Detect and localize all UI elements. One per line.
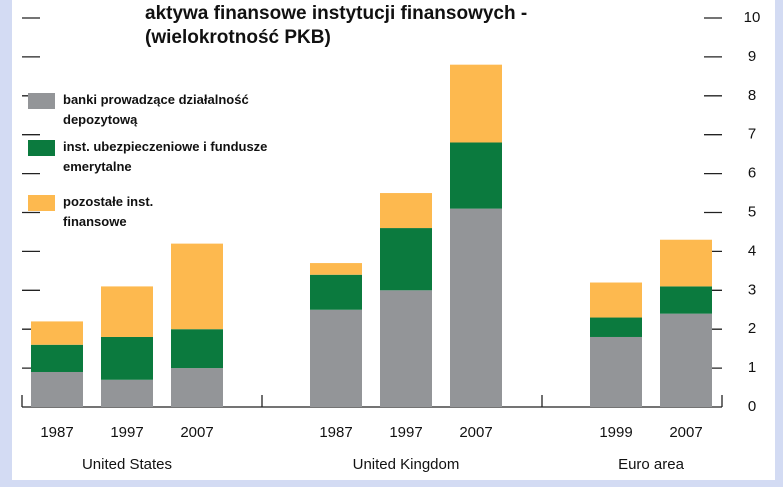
group-label: United Kingdom (353, 456, 460, 473)
legend-swatch (28, 93, 55, 109)
bar-segment (101, 379, 153, 407)
bar-segment (590, 282, 642, 318)
bar-segment (450, 208, 502, 407)
bar-segment (171, 329, 223, 369)
chart-title: aktywa finansowe instytucji finansowych … (145, 3, 528, 24)
y-tick-label: 4 (748, 242, 756, 259)
bar-segment (660, 286, 712, 314)
x-tick-label: 2007 (669, 424, 702, 441)
x-tick-label: 1987 (40, 424, 73, 441)
bar-segment (31, 371, 83, 407)
y-tick-label: 9 (748, 48, 756, 65)
x-tick-label: 1987 (319, 424, 352, 441)
bar-segment (450, 142, 502, 209)
y-tick-label: 8 (748, 87, 756, 104)
x-tick-label: 1997 (389, 424, 422, 441)
bar-segment (310, 309, 362, 407)
chart: 0 1 2 3 4 5 6 7 8 9 10 1987 1997 2007 United States 198… (21, 9, 761, 473)
legend-swatch (28, 195, 55, 211)
group-label: Euro area (618, 456, 685, 473)
x-tick-label: 2007 (180, 424, 213, 441)
bar-segment (590, 317, 642, 337)
y-tick-label: 0 (748, 398, 756, 415)
x-tick-label: 2007 (459, 424, 492, 441)
legend-label: banki prowadzące działalność depozytową (63, 92, 249, 127)
bar-segment (660, 239, 712, 287)
legend-label: pozostałe inst. finansowe (63, 194, 154, 229)
y-tick-label: 3 (748, 281, 756, 298)
legend-label: inst. ubezpieczeniowe i fundusze emeryta… (63, 139, 268, 174)
bar-segment (380, 228, 432, 291)
y-tick-label: 1 (748, 359, 756, 376)
bar-segment (380, 290, 432, 407)
bar-segment (660, 313, 712, 407)
bar-segment (171, 368, 223, 407)
group-label: United States (82, 456, 172, 473)
chart-area: 0 1 2 3 4 5 6 7 8 9 10 1987 1997 2007 United States 198… (12, 0, 775, 480)
y-tick-label: 2 (748, 320, 756, 337)
y-tick-label: 7 (748, 126, 756, 143)
chart-title: (wielokrotność PKB) (145, 27, 331, 48)
bar-segment (450, 64, 502, 143)
y-tick-label: 6 (748, 165, 756, 182)
legend-swatch (28, 140, 55, 156)
x-tick-label: 1997 (110, 424, 143, 441)
bar-segment (171, 243, 223, 330)
bar-segment (310, 274, 362, 310)
bar-segment (590, 336, 642, 407)
bar-segment (101, 286, 153, 337)
x-tick-label: 1999 (599, 424, 632, 441)
bar-segment (31, 344, 83, 372)
bar-segment (31, 321, 83, 345)
y-tick-label: 5 (748, 203, 756, 220)
bar-segment (310, 263, 362, 275)
bar-segment (101, 336, 153, 380)
y-tick-label: 10 (744, 9, 761, 26)
bar-segment (380, 193, 432, 229)
